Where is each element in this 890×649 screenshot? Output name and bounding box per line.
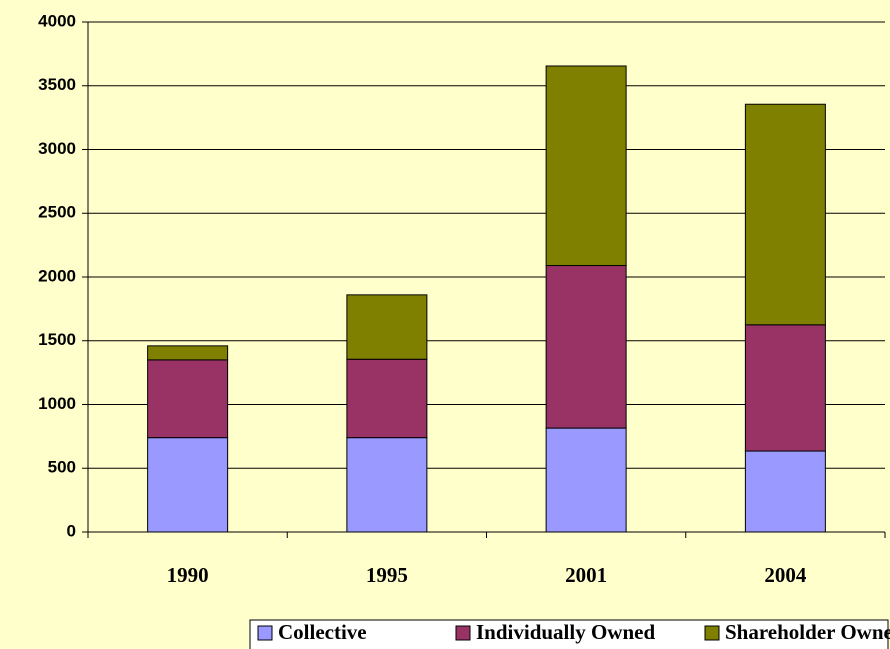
legend-label: Shareholder Owned xyxy=(725,620,890,644)
legend-swatch xyxy=(455,625,471,641)
legend-box xyxy=(249,619,889,649)
y-tick-label: 500 xyxy=(48,458,76,477)
y-tick-label: 1000 xyxy=(38,394,76,413)
bar-segment xyxy=(744,324,826,452)
bar-segment xyxy=(545,65,627,267)
y-tick-label: 3000 xyxy=(38,139,76,158)
y-tick-label: 0 xyxy=(67,521,76,540)
x-tick-label: 1990 xyxy=(167,563,209,587)
legend-swatch xyxy=(257,625,273,641)
legend-label: Collective xyxy=(278,620,367,644)
bar-segment xyxy=(545,265,627,429)
legend-swatch xyxy=(704,625,720,641)
y-tick-label: 2500 xyxy=(38,203,76,222)
bar-segment xyxy=(346,437,428,533)
bar-segment xyxy=(147,437,229,533)
bar-segment xyxy=(346,358,428,439)
y-tick-label: 2000 xyxy=(38,266,76,285)
legend-label: Individually Owned xyxy=(476,620,655,644)
y-tick-label: 3500 xyxy=(38,75,76,94)
y-tick-label: 4000 xyxy=(38,11,76,30)
x-tick-label: 2004 xyxy=(764,563,807,587)
bar-segment xyxy=(346,294,428,360)
x-tick-label: 1995 xyxy=(366,563,408,587)
bar-segment xyxy=(147,345,229,361)
bar-segment xyxy=(147,359,229,439)
y-tick-label: 1500 xyxy=(38,330,76,349)
x-tick-label: 2001 xyxy=(565,563,607,587)
bar-segment xyxy=(744,103,826,326)
bar-segment xyxy=(744,450,826,533)
bar-segment xyxy=(545,427,627,533)
